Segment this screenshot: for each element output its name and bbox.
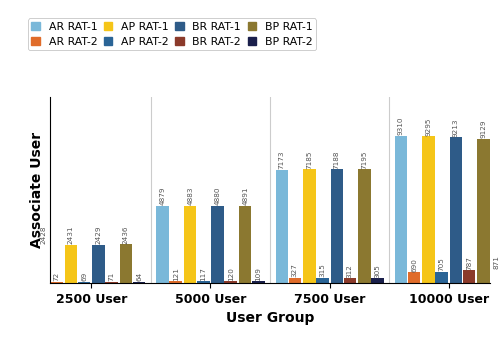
- Text: 4879: 4879: [160, 187, 166, 205]
- Bar: [276, 170, 288, 283]
- Text: 7185: 7185: [306, 150, 312, 169]
- Text: 72: 72: [54, 272, 60, 281]
- Bar: [184, 206, 196, 283]
- Bar: [50, 282, 63, 283]
- Text: 705: 705: [438, 257, 444, 271]
- Y-axis label: Associate User: Associate User: [30, 132, 44, 248]
- Bar: [462, 270, 475, 283]
- Text: 9310: 9310: [398, 117, 404, 136]
- Bar: [450, 137, 462, 283]
- Text: 315: 315: [320, 264, 326, 277]
- Bar: [288, 278, 301, 283]
- Text: 2431: 2431: [68, 226, 74, 244]
- Bar: [197, 281, 209, 283]
- Bar: [435, 272, 448, 283]
- Text: 109: 109: [255, 267, 261, 281]
- Bar: [64, 245, 78, 283]
- Bar: [212, 206, 224, 283]
- Text: 2429: 2429: [96, 226, 102, 244]
- Text: 871: 871: [494, 255, 500, 269]
- Bar: [37, 245, 50, 283]
- Text: 327: 327: [292, 263, 298, 277]
- Text: 7173: 7173: [279, 151, 285, 169]
- Bar: [422, 136, 435, 283]
- Bar: [252, 281, 264, 283]
- Text: 7195: 7195: [362, 150, 368, 169]
- Text: 4880: 4880: [214, 187, 220, 205]
- Bar: [239, 206, 252, 283]
- Bar: [120, 245, 132, 283]
- Bar: [477, 139, 490, 283]
- Bar: [105, 282, 118, 283]
- Text: 71: 71: [108, 272, 114, 281]
- Text: 69: 69: [81, 272, 87, 281]
- Text: 787: 787: [466, 256, 472, 270]
- Bar: [170, 281, 182, 283]
- Bar: [132, 282, 145, 283]
- Bar: [330, 169, 343, 283]
- Text: 312: 312: [347, 264, 353, 277]
- Text: 305: 305: [374, 264, 380, 278]
- Bar: [408, 272, 420, 283]
- Legend: AR RAT-1, AR RAT-2, AP RAT-1, AP RAT-2, BR RAT-1, BR RAT-2, BP RAT-1, BP RAT-2: AR RAT-1, AR RAT-2, AP RAT-1, AP RAT-2, …: [28, 18, 316, 50]
- Bar: [490, 269, 500, 283]
- Text: 117: 117: [200, 267, 206, 280]
- Bar: [316, 278, 328, 283]
- Text: 2428: 2428: [40, 226, 46, 244]
- Bar: [371, 278, 384, 283]
- Bar: [156, 206, 169, 283]
- Text: 7188: 7188: [334, 150, 340, 169]
- Text: 121: 121: [172, 267, 178, 280]
- Text: 9295: 9295: [426, 117, 432, 136]
- Text: 64: 64: [136, 272, 142, 282]
- Bar: [358, 169, 370, 283]
- Text: 9213: 9213: [453, 118, 459, 137]
- Bar: [78, 282, 90, 283]
- Bar: [303, 169, 316, 283]
- Text: 4891: 4891: [242, 187, 248, 205]
- Bar: [92, 245, 105, 283]
- X-axis label: User Group: User Group: [226, 311, 314, 325]
- Text: 4883: 4883: [187, 187, 193, 205]
- Bar: [394, 136, 407, 283]
- Bar: [224, 281, 237, 283]
- Text: 690: 690: [411, 258, 417, 272]
- Text: 2436: 2436: [123, 226, 129, 244]
- Text: 9129: 9129: [480, 120, 486, 138]
- Bar: [344, 278, 356, 283]
- Text: 120: 120: [228, 267, 234, 280]
